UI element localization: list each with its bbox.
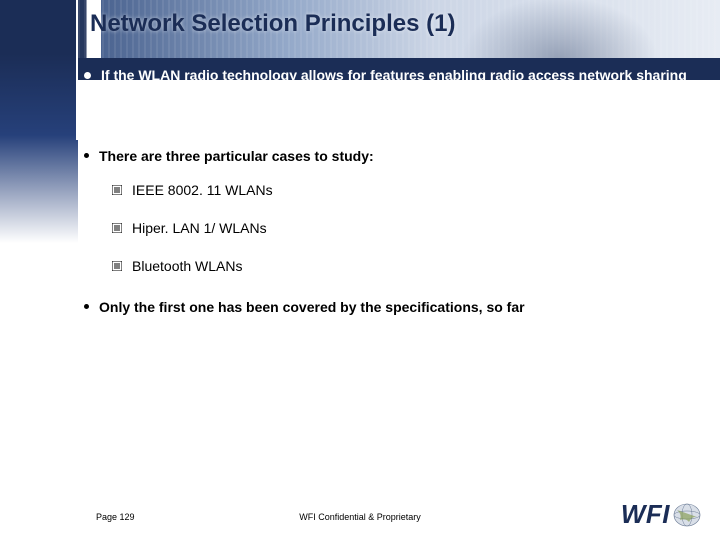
sub-bullet-marker-icon (112, 185, 122, 195)
slide: Network Selection Principles (1) If the … (0, 0, 720, 540)
sub-bullet-item: Hiper. LAN 1/ WLANs (112, 220, 690, 236)
sub-bullet-text: Bluetooth WLANs (132, 258, 243, 274)
bullet-item: There are three particular cases to stud… (84, 147, 690, 166)
bullet-text: There are three particular cases to stud… (99, 147, 374, 166)
slide-title: Network Selection Principles (1) (90, 10, 455, 38)
footer-confidential: WFI Confidential & Proprietary (0, 512, 720, 522)
bullet-item: Only the first one has been covered by t… (84, 298, 690, 317)
bullet-dot-icon (84, 153, 89, 158)
sub-bullet-list: IEEE 8002. 11 WLANs Hiper. LAN 1/ WLANs … (112, 182, 690, 274)
sub-bullet-marker-icon (112, 261, 122, 271)
bullet-dot-icon (84, 304, 89, 309)
bullet-dot-icon (84, 72, 91, 79)
bullet-item: If the WLAN radio technology allows for … (84, 66, 690, 123)
bullet-text: If the WLAN radio technology allows for … (101, 66, 690, 123)
sub-bullet-item: Bluetooth WLANs (112, 258, 690, 274)
left-sidebar-gradient (0, 0, 78, 540)
content-area: If the WLAN radio technology allows for … (84, 66, 690, 330)
sub-bullet-item: IEEE 8002. 11 WLANs (112, 182, 690, 198)
globe-icon (672, 502, 702, 528)
sub-bullet-text: IEEE 8002. 11 WLANs (132, 182, 273, 198)
sub-bullet-text: Hiper. LAN 1/ WLANs (132, 220, 267, 236)
sub-bullet-marker-icon (112, 223, 122, 233)
bullet-text: Only the first one has been covered by t… (99, 298, 525, 317)
logo-text: WFI (621, 499, 670, 530)
wfi-logo: WFI (621, 499, 702, 530)
